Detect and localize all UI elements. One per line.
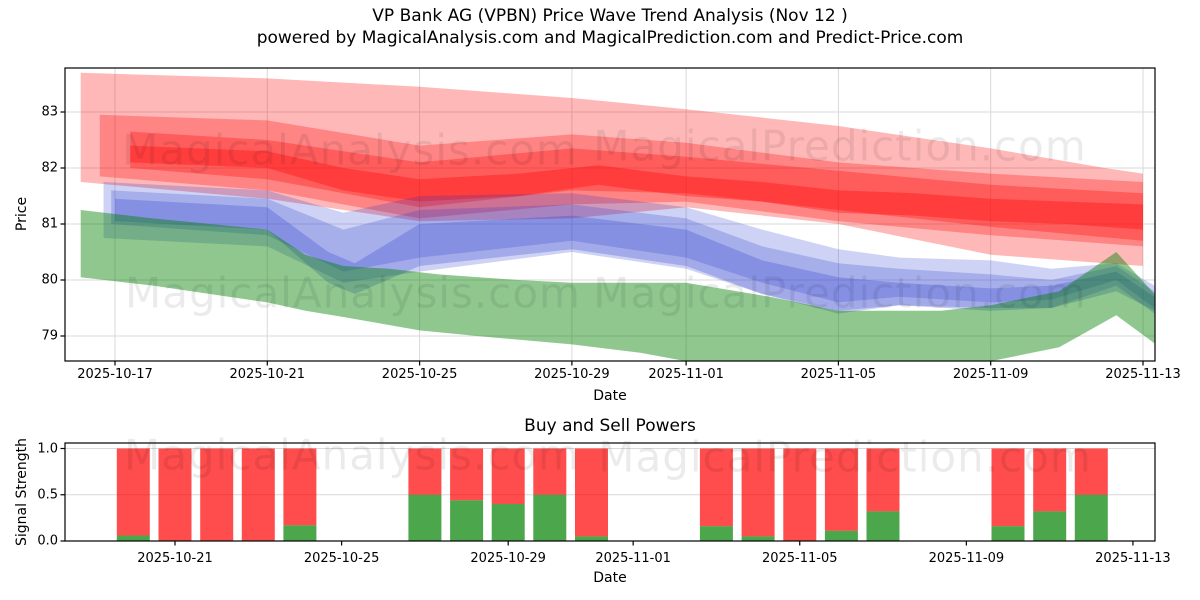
buy-power-bar <box>991 526 1025 541</box>
sell-power-bar <box>158 448 192 541</box>
price-chart-bands <box>80 72 1155 361</box>
power-chart-title: Buy and Sell Powers <box>524 416 696 436</box>
price-chart-grid <box>65 68 1155 361</box>
price-band-blue-mid <box>111 190 1155 308</box>
watermark: MagicalAnalysis.com <box>122 125 578 175</box>
buy-power-bar <box>1033 511 1067 541</box>
price-chart-x-tick-label: 2025-10-17 <box>77 367 153 382</box>
buy-power-bar <box>866 511 900 541</box>
sell-power-bar <box>116 448 150 536</box>
sell-power-bar <box>824 448 858 531</box>
sell-power-bar <box>200 448 234 541</box>
buy-power-bar <box>283 525 317 541</box>
power-chart-x-tick-label: 2025-10-21 <box>137 551 213 566</box>
buy-power-bar <box>450 500 484 541</box>
buy-power-bar <box>741 536 775 541</box>
buy-power-bar <box>575 536 608 541</box>
sell-power-bar <box>866 448 900 512</box>
price-chart-x-tick-label: 2025-11-01 <box>648 367 724 382</box>
power-chart-frame <box>64 442 1156 542</box>
sell-power-bar <box>575 448 608 537</box>
sell-power-bar <box>741 448 775 537</box>
price-chart-x-tick-label: 2025-11-09 <box>952 367 1029 382</box>
price-band-red-outer <box>80 72 1144 266</box>
price-band-red-mid <box>99 114 1143 247</box>
price-chart-x-tick-label: 2025-11-05 <box>800 367 877 382</box>
power-chart-y-tick-label: 0.0 <box>37 533 58 549</box>
power-chart-x-tick-label: 2025-11-13 <box>1095 551 1171 566</box>
sell-power-bar <box>699 448 733 527</box>
power-chart-axes <box>60 442 1156 546</box>
price-band-blue-outer <box>103 182 1155 314</box>
price-band-red-core <box>130 145 1143 230</box>
sell-power-bar <box>1074 448 1108 495</box>
price-chart-y-tick-label: 82 <box>41 160 58 176</box>
price-chart-x-tick-label: 2025-11-13 <box>1105 367 1181 382</box>
sell-power-bar <box>991 448 1025 527</box>
sell-power-bar <box>241 448 275 541</box>
price-band-blue-inner <box>115 198 1155 314</box>
power-chart-bars <box>116 448 1108 541</box>
price-chart-date-axis-label: Date <box>593 388 627 404</box>
power-chart-date-axis-label: Date <box>593 570 627 586</box>
sell-power-bar <box>450 448 484 501</box>
sell-power-bar <box>491 448 525 504</box>
buy-power-bar <box>491 504 525 541</box>
power-chart-y-tick-label: 0.5 <box>37 487 58 503</box>
price-chart-frame <box>64 67 1156 362</box>
buy-power-bar <box>1074 494 1108 541</box>
watermark: MagicalPrediction.com <box>593 268 1087 318</box>
buy-power-bar <box>116 535 150 541</box>
power-chart-x-tick-label: 2025-10-25 <box>303 551 380 566</box>
watermark: MagicalPrediction.com <box>598 432 1092 482</box>
watermark: MagicalAnalysis.com <box>125 268 581 318</box>
buy-power-bar <box>533 494 567 541</box>
power-chart-x-tick-label: 2025-10-29 <box>470 551 546 566</box>
watermark: MagicalAnalysis.com <box>124 430 580 480</box>
price-chart-y-tick-label: 79 <box>41 328 58 344</box>
power-chart-y-tick-label: 1.0 <box>37 441 58 456</box>
price-axis-label: Price <box>14 196 30 232</box>
price-chart-y-tick-label: 80 <box>41 272 58 288</box>
power-chart-x-tick-label: 2025-11-09 <box>928 551 1005 566</box>
sell-power-bar <box>1033 448 1067 512</box>
price-chart-y-tick-label: 81 <box>41 216 58 232</box>
signal-strength-axis-label: Signal Strength <box>14 437 30 547</box>
buy-power-bar <box>408 494 442 541</box>
power-chart-x-tick-label: 2025-11-05 <box>761 551 838 566</box>
figure-title: VP Bank AG (VPBN) Price Wave Trend Analy… <box>372 6 848 26</box>
price-chart-x-tick-label: 2025-10-21 <box>229 367 306 382</box>
sell-power-bar <box>533 448 567 495</box>
price-band-red-inner <box>130 131 1143 241</box>
sell-power-bar <box>408 448 442 495</box>
price-band-green-support <box>80 210 1155 361</box>
sell-power-bar <box>783 448 817 541</box>
price-chart-y-tick-label: 83 <box>41 104 58 120</box>
watermark: MagicalPrediction.com <box>593 121 1087 171</box>
price-chart-x-tick-label: 2025-10-29 <box>534 367 610 382</box>
buy-power-bar <box>824 530 858 541</box>
price-chart-axes <box>60 67 1156 366</box>
sell-power-bar <box>283 448 317 526</box>
buy-power-bar <box>699 526 733 541</box>
figure-subtitle: powered by MagicalAnalysis.com and Magic… <box>256 28 964 48</box>
price-chart-x-tick-label: 2025-10-25 <box>381 367 458 382</box>
power-chart-x-tick-label: 2025-11-01 <box>595 551 671 566</box>
